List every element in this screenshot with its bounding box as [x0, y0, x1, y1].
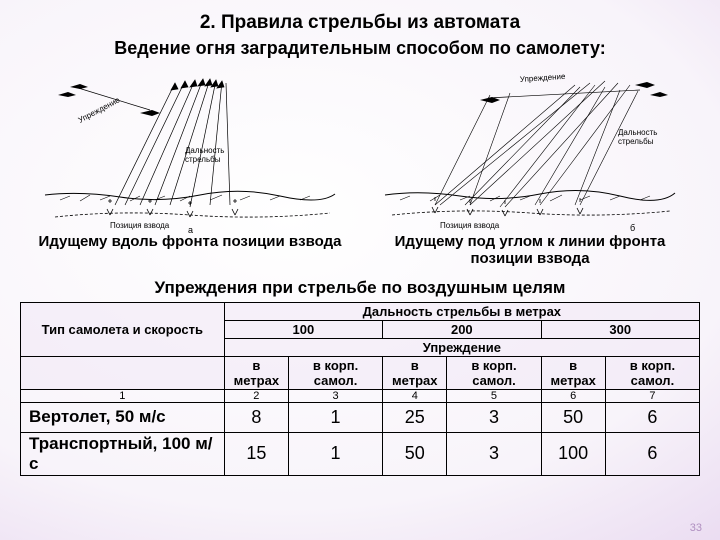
diagram-left-caption: Идущему вдоль фронта позиции взвода	[39, 233, 342, 250]
diagram-left-svg: Упреждение Дальностьстрельбы Позиция взв…	[37, 65, 343, 235]
lead-table: Тип самолета и скорость Дальность стрель…	[20, 302, 700, 476]
th-type: Тип самолета и скорость	[21, 302, 225, 356]
table-row: Вертолет, 50 м/с 8 1 25 3 50 6	[21, 402, 700, 432]
diagram-right-range-label: Дальностьстрельбы	[618, 128, 657, 146]
col-num-row: 1 2 3 4 5 6 7	[21, 389, 700, 402]
table-row: Транспортный, 100 м/с 15 1 50 3 100 6	[21, 432, 700, 475]
th-range-100: 100	[224, 320, 382, 338]
diagram-left-range-label: Дальностьстрельбы	[185, 146, 224, 164]
th-range-200: 200	[383, 320, 541, 338]
diagram-right: Упреждение Дальностьстрельбы Позиция взв…	[377, 65, 683, 268]
diagram-right-caption: Идущему под углом к линии фронта позиции…	[377, 233, 683, 268]
th-b-3: в корп. самол.	[605, 356, 699, 389]
th-b-2: в корп. самол.	[447, 356, 541, 389]
th-b-1: в корп. самол.	[288, 356, 382, 389]
table-heading: Упреждения при стрельбе по воздушным цел…	[20, 278, 700, 298]
diagram-right-marker: б	[630, 223, 635, 233]
diagrams-row: Упреждение Дальностьстрельбы Позиция взв…	[20, 65, 700, 268]
th-m-2: в метрах	[383, 356, 447, 389]
diagram-left: Упреждение Дальностьстрельбы Позиция взв…	[37, 65, 343, 268]
th-range-300: 300	[541, 320, 699, 338]
page-number: 33	[690, 522, 702, 534]
diagram-right-pos-label: Позиция взвода	[440, 221, 500, 230]
page-title: 2. Правила стрельбы из автомата	[20, 12, 700, 34]
th-range: Дальность стрельбы в метрах	[224, 302, 699, 320]
th-m-3: в метрах	[541, 356, 605, 389]
diagram-right-lead-label: Упреждение	[520, 72, 567, 84]
diagram-left-lead-label: Упреждение	[77, 95, 122, 125]
th-m-1: в метрах	[224, 356, 288, 389]
diagram-left-pos-label: Позиция взвода	[110, 221, 170, 230]
diagram-right-svg: Упреждение Дальностьстрельбы Позиция взв…	[377, 65, 683, 235]
row-name-1: Транспортный, 100 м/с	[21, 432, 225, 475]
page-subtitle: Ведение огня заградительным способом по …	[20, 38, 700, 59]
row-name-0: Вертолет, 50 м/с	[21, 402, 225, 432]
th-lead: Упреждение	[224, 338, 699, 356]
